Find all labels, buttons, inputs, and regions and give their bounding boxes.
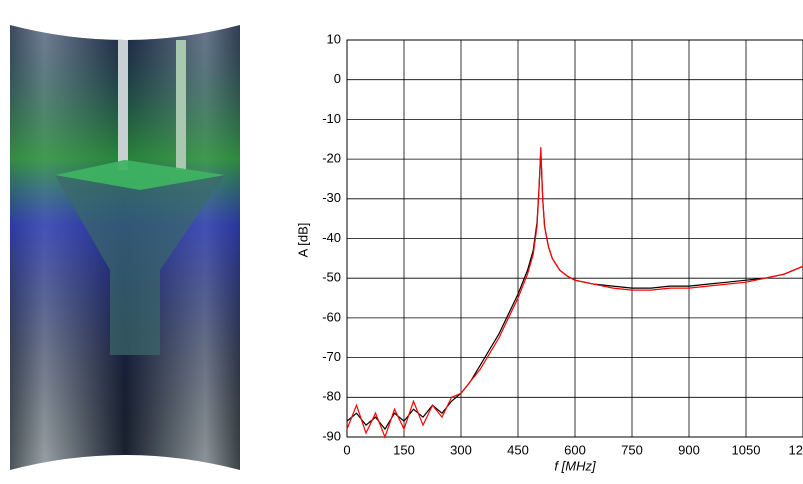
x-tick-label: 450: [507, 442, 529, 457]
x-tick-label: 750: [621, 442, 643, 457]
x-tick-label: 1050: [732, 442, 761, 457]
y-tick-label: 10: [327, 31, 341, 46]
plot-area: f [MHz] A [dB]: [295, 223, 596, 474]
y-tick-label: -10: [322, 111, 341, 126]
y-tick-label: -40: [322, 230, 341, 245]
x-tick-label: 900: [678, 442, 700, 457]
x-tick-label: 150: [393, 442, 415, 457]
y-tick-label: -60: [322, 309, 341, 324]
plot-frame: [346, 39, 803, 438]
x-tick-label: 1200: [789, 442, 803, 457]
y-tick-label: -50: [322, 270, 341, 285]
cavity-render: [10, 25, 240, 470]
x-tick-label: 600: [564, 442, 586, 457]
series-line: [346, 147, 803, 439]
y-tick-label: -20: [322, 151, 341, 166]
y-tick-label: -70: [322, 349, 341, 364]
x-tick-label: 0: [343, 442, 350, 457]
y-tick-label: 0: [334, 71, 341, 86]
y-tick-label: -90: [322, 428, 341, 443]
x-tick-label: 300: [450, 442, 472, 457]
x-axis-label: f [MHz]: [554, 458, 596, 473]
y-tick-label: -30: [322, 190, 341, 205]
y-axis-label: A [dB]: [295, 223, 310, 258]
y-tick-label: -80: [322, 389, 341, 404]
